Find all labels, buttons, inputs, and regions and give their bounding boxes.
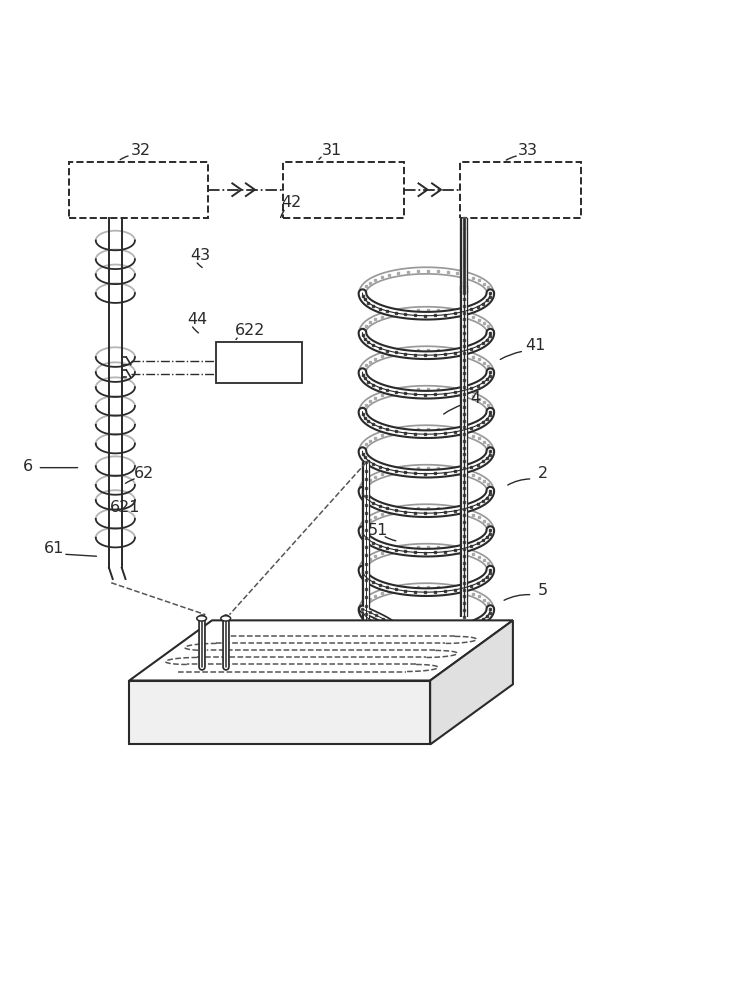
Text: 44: 44 — [186, 312, 207, 327]
Text: 41: 41 — [525, 338, 546, 353]
Text: 33: 33 — [518, 143, 538, 158]
Text: 621: 621 — [110, 500, 140, 515]
Text: 42: 42 — [281, 195, 301, 210]
Text: 4: 4 — [470, 391, 480, 406]
Ellipse shape — [220, 616, 230, 621]
Text: 43: 43 — [191, 248, 211, 263]
Text: 5: 5 — [538, 583, 548, 598]
Text: 62: 62 — [134, 466, 155, 481]
Text: 32: 32 — [131, 143, 150, 158]
Polygon shape — [430, 620, 513, 744]
Polygon shape — [129, 681, 430, 744]
Text: 31: 31 — [322, 143, 343, 158]
Text: 2: 2 — [538, 466, 548, 481]
Text: 51: 51 — [368, 523, 387, 538]
Text: 61: 61 — [44, 541, 64, 556]
Text: 6: 6 — [23, 459, 32, 474]
Polygon shape — [129, 620, 513, 681]
Text: 622: 622 — [235, 323, 265, 338]
Ellipse shape — [197, 616, 207, 621]
